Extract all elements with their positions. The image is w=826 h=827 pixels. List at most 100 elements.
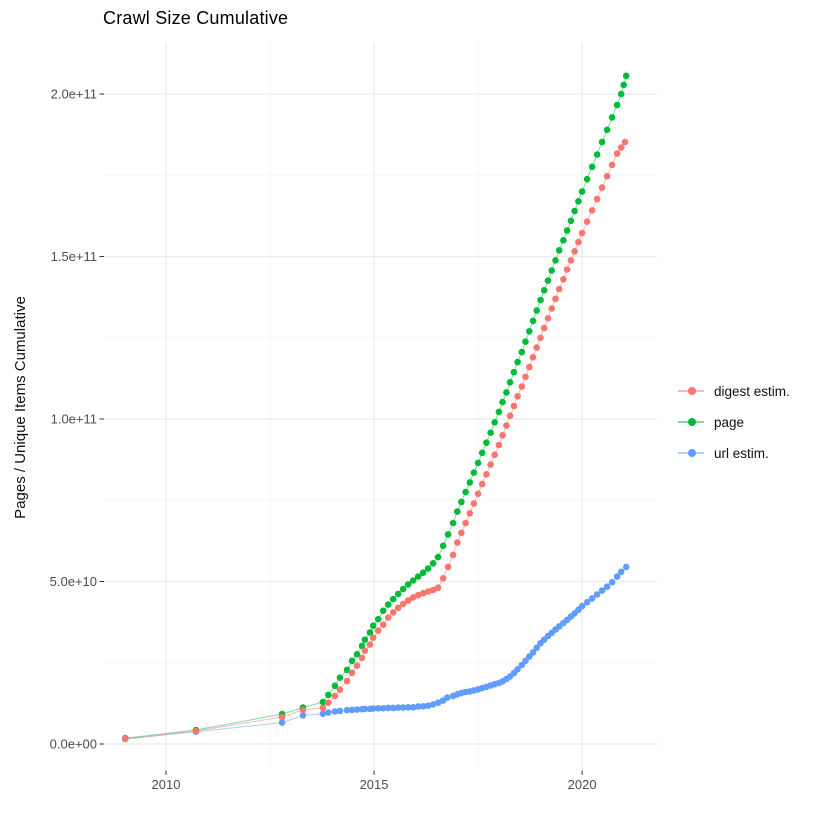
legend-label-url-estim: url estim. <box>714 445 769 461</box>
x-tick-label: 2010 <box>152 777 181 792</box>
data-point-url-estim <box>384 704 392 712</box>
data-point-url-estim <box>331 708 339 715</box>
data-point-page <box>575 198 582 205</box>
legend-marker-page-icon <box>678 411 704 433</box>
y-tick-label: 5.0e+10 <box>50 574 97 589</box>
data-point-digest-estim <box>331 692 339 700</box>
data-point-digest-estim <box>348 669 356 677</box>
data-point-digest-estim <box>384 614 392 621</box>
data-point-digest-estim <box>593 195 601 203</box>
data-point-digest-estim <box>358 654 366 662</box>
data-point-page <box>466 479 474 486</box>
data-point-digest-estim <box>369 634 377 641</box>
data-point-digest-estim <box>404 597 412 604</box>
data-point-page <box>458 498 465 506</box>
data-point-digest-estim <box>487 461 494 468</box>
data-point-url-estim <box>434 699 442 706</box>
data-point-url-estim <box>369 705 377 712</box>
data-point-url-estim <box>278 719 286 726</box>
data-point-page <box>409 577 417 584</box>
data-point-page <box>510 368 518 376</box>
data-point-digest-estim <box>563 266 571 273</box>
legend-marker-url-icon <box>678 442 704 464</box>
data-point-page <box>474 459 482 467</box>
data-point-page <box>394 590 402 598</box>
data-point-digest-estim <box>491 451 499 459</box>
data-point-digest-estim <box>518 383 526 390</box>
data-point-page <box>617 90 625 98</box>
data-point-digest-estim <box>474 490 482 498</box>
data-point-url-estim <box>514 666 521 673</box>
data-point-digest-estim <box>361 647 369 654</box>
data-point-url-estim <box>394 704 402 711</box>
data-point-url-estim <box>348 706 356 714</box>
data-point-digest-estim <box>454 539 461 546</box>
legend-item-page: page <box>678 411 790 433</box>
data-point-digest-estim <box>499 432 506 439</box>
data-point-page <box>495 408 503 416</box>
data-point-digest-estim <box>299 706 307 714</box>
y-tick-label: 1.5e+11 <box>51 249 97 264</box>
data-point-url-estim <box>608 578 616 586</box>
data-point-digest-estim <box>429 586 437 594</box>
data-point-page <box>560 237 567 244</box>
data-point-page <box>499 398 506 406</box>
data-point-page <box>404 581 412 588</box>
data-point-digest-estim <box>533 344 540 351</box>
legend-label-page: page <box>714 414 745 430</box>
data-point-digest-estim <box>121 735 129 743</box>
data-point-digest-estim <box>470 500 478 507</box>
data-point-page <box>434 553 442 561</box>
data-point-page <box>567 217 575 225</box>
data-point-url-estim <box>578 602 586 610</box>
legend: digest estim. page url estim. <box>678 380 790 464</box>
data-point-page <box>444 531 452 538</box>
data-point-page <box>366 629 374 636</box>
data-point-page <box>374 615 382 623</box>
data-point-digest-estim <box>379 621 387 628</box>
data-point-digest-estim <box>503 422 510 429</box>
data-point-digest-estim <box>374 627 382 634</box>
data-point-page <box>514 358 521 366</box>
data-point-digest-estim <box>560 276 567 283</box>
data-point-page <box>491 419 499 426</box>
data-point-digest-estim <box>526 363 533 371</box>
data-point-digest-estim <box>514 393 521 400</box>
data-point-url-estim <box>622 563 630 571</box>
data-point-digest-estim <box>458 529 465 537</box>
data-point-digest-estim <box>529 354 537 361</box>
data-point-digest-estim <box>466 510 474 517</box>
data-point-url-estim <box>424 702 432 709</box>
data-point-page <box>555 247 563 254</box>
data-point-page <box>414 573 422 580</box>
data-point-url-estim <box>336 707 344 715</box>
data-point-url-estim <box>379 705 387 712</box>
data-point-url-estim <box>593 591 601 598</box>
series-line-url-estim <box>125 566 627 740</box>
data-point-page <box>369 622 377 629</box>
data-point-digest-estim <box>537 334 544 342</box>
data-point-url-estim <box>429 701 437 708</box>
data-point-page <box>449 519 457 527</box>
data-point-page <box>506 379 514 386</box>
data-point-digest-estim <box>444 563 452 571</box>
data-point-digest-estim <box>414 591 422 599</box>
data-point-digest-estim <box>325 699 332 706</box>
data-point-digest-estim <box>575 238 582 246</box>
x-tick-label: 2015 <box>360 777 389 792</box>
data-point-url-estim <box>389 704 397 712</box>
data-point-page <box>358 642 366 650</box>
data-point-page <box>379 607 387 615</box>
data-point-page <box>336 674 344 681</box>
data-point-digest-estim <box>506 412 514 420</box>
data-point-page <box>522 338 529 346</box>
legend-item-url-estim: url estim. <box>678 442 790 464</box>
data-point-page <box>588 163 596 171</box>
data-point-digest-estim <box>583 218 591 225</box>
data-point-page <box>548 267 555 274</box>
data-point-digest-estim <box>567 257 575 264</box>
data-point-page <box>529 317 537 325</box>
data-point-page <box>544 277 552 284</box>
data-point-url-estim <box>414 703 422 710</box>
